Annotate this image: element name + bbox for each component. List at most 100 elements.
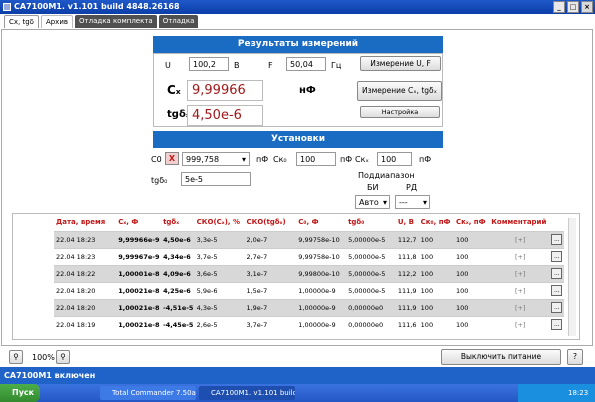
col-ckx[interactable]: Cкₓ, пФ [455,218,486,227]
clear-c0-button[interactable]: X [165,152,179,165]
comment-add[interactable]: [+] [515,303,526,312]
start-button[interactable]: Пуск [0,384,40,402]
comment-add[interactable]: [+] [515,286,526,295]
help-button[interactable]: ? [567,349,583,365]
cell-ckx: 100 [453,281,490,299]
f-unit: Гц [331,61,342,70]
row-details-button[interactable]: ... [551,234,563,245]
c0-select[interactable]: 999,758 ▾ [182,152,250,166]
bi-select[interactable]: Авто ▾ [355,195,390,209]
magnifier-icon: ⚲ [13,352,19,361]
measure-uf-button[interactable]: Измерение U, F [360,56,441,71]
zoom-in-button[interactable]: ⚲ [56,350,70,364]
row-details-button[interactable]: ... [551,302,563,313]
clock: 18:23 [568,389,589,397]
col-actions [549,214,564,231]
row-details-button[interactable]: ... [551,251,563,262]
table-row[interactable]: 22.04 18:23 9,99967e-9 4,34e-6 3,7e-5 2,… [54,247,564,265]
cell-c0: 9,99800e-10 [296,264,347,282]
taskbar [0,384,595,402]
minimize-button[interactable]: _ [553,1,565,13]
c0-unit: пФ [256,155,269,164]
col-u[interactable]: U, В [397,218,414,227]
close-button[interactable]: × [581,1,593,13]
cell-datetime: 22.04 18:20 [54,281,117,299]
measure-cx-button[interactable]: Измерение Cₓ, tgδₓ [357,81,442,101]
tab-kit-debug[interactable]: Отладка комплекта [75,15,157,28]
cell-datetime: 22.04 18:23 [54,230,117,248]
cell-ck0: 100 [418,247,454,265]
cell-sko-cx: 5,9e-6 [194,281,245,299]
cell-ckx: 100 [453,264,490,282]
row-details-button[interactable]: ... [551,319,563,331]
col-datetime[interactable]: Дата, время [56,218,106,227]
tab-cx-tg[interactable]: Cx, tgδ [4,15,39,28]
rd-select[interactable]: --- ▾ [395,195,430,209]
settings-button[interactable]: Настройка [360,106,440,118]
cell-tg: -4,51e-5 [161,298,195,316]
col-c0[interactable]: C₀, Ф [298,218,319,227]
zoom-out-button[interactable]: ⚲ [9,350,23,364]
tab-debug[interactable]: Отладка [158,15,199,28]
system-tray: 18:23 [518,384,595,402]
table-row[interactable]: 22.04 18:19 1,00021e-8 -4,45e-5 2,6e-5 3… [54,315,564,333]
col-sko-cx[interactable]: СКО(Cₓ), % [196,218,240,227]
table-row[interactable]: 22.04 18:20 1,00021e-8 4,25e-6 5,9e-6 1,… [54,281,564,299]
row-details-button[interactable]: ... [551,285,563,296]
table-row[interactable]: 22.04 18:22 1,00001e-8 4,09e-6 3,6e-5 3,… [54,264,564,282]
window-title: СА7100М1. v1.101 build 4848.26168 [14,2,180,11]
tg-value: 4,50e-6 [187,105,263,126]
table-row[interactable]: 22.04 18:23 9,99966e-9 4,50e-6 3,3e-5 2,… [54,230,564,248]
table-header-row: Дата, время Cₓ, Ф tgδₓ СКО(Cₓ), % СКО(tg… [54,214,564,231]
tg0-label: tgδ₀ [151,176,168,185]
cx-unit: нФ [299,85,316,96]
ckx-unit: пФ [419,155,432,164]
cell-ck0: 100 [418,298,454,316]
comment-add[interactable]: [+] [515,252,526,261]
col-comment[interactable]: Комментарий [491,218,547,227]
cell-u: 112,7 [395,230,419,248]
comment-add[interactable]: [+] [515,320,526,329]
cell-tg0: 5,00000e-5 [346,230,396,248]
table-row[interactable]: 22.04 18:20 1,00021e-8 -4,51e-5 4,3e-5 1… [54,298,564,316]
comment-add[interactable]: [+] [515,235,526,244]
col-cx[interactable]: Cₓ, Ф [118,218,139,227]
cell-sko-cx: 3,6e-5 [194,264,245,282]
cx-value: 9,99966 [187,80,263,101]
taskbar-item-total-commander[interactable]: Total Commander 7.50a ... [100,386,196,400]
cell-sko-tg: 2,7e-7 [244,247,297,265]
zoom-level: 100% [32,353,55,362]
cell-ckx: 100 [453,230,490,248]
cell-sko-tg: 3,1e-7 [244,264,297,282]
col-tg[interactable]: tgδₓ [163,218,180,227]
taskbar-item-ca7100[interactable]: СА7100М1. v1.101 build ... [199,386,295,400]
cell-ckx: 100 [453,298,490,316]
col-ck0[interactable]: Cк₀, пФ [420,218,451,227]
measurement-table: Дата, время Cₓ, Ф tgδₓ СКО(Cₓ), % СКО(tg… [54,214,564,333]
comment-add[interactable]: [+] [515,269,526,278]
ckx-input[interactable]: 100 [377,152,412,166]
table-scrollbar[interactable] [568,218,576,336]
cell-sko-tg: 1,9e-7 [244,298,297,316]
col-tg0[interactable]: tgδ₀ [348,218,365,227]
col-sko-tg[interactable]: СКО(tgδₓ) [246,218,286,227]
cell-sko-cx: 4,3e-5 [194,298,245,316]
archive-table-frame [12,213,580,340]
power-off-button[interactable]: Выключить питание [441,349,561,365]
status-bar: СА7100М1 включен [0,367,595,384]
cell-sko-tg: 1,5e-7 [244,281,297,299]
tab-archive[interactable]: Архив [40,15,74,28]
chevron-down-icon: ▾ [422,198,427,207]
cell-u: 111,9 [395,281,419,299]
cell-u: 111,9 [395,298,419,316]
u-value: 100,2 [189,57,229,71]
cell-tg0: 0,00000e0 [346,298,396,316]
row-details-button[interactable]: ... [551,268,563,279]
ck0-input[interactable]: 100 [296,152,336,166]
tg0-input[interactable]: 5e-5 [181,172,251,186]
maximize-button[interactable]: □ [567,1,579,13]
cell-tg0: 5,00000e-5 [346,281,396,299]
results-header: Результаты измерений [153,36,443,53]
cell-ck0: 100 [418,315,454,333]
cell-sko-tg: 3,7e-7 [244,315,297,333]
